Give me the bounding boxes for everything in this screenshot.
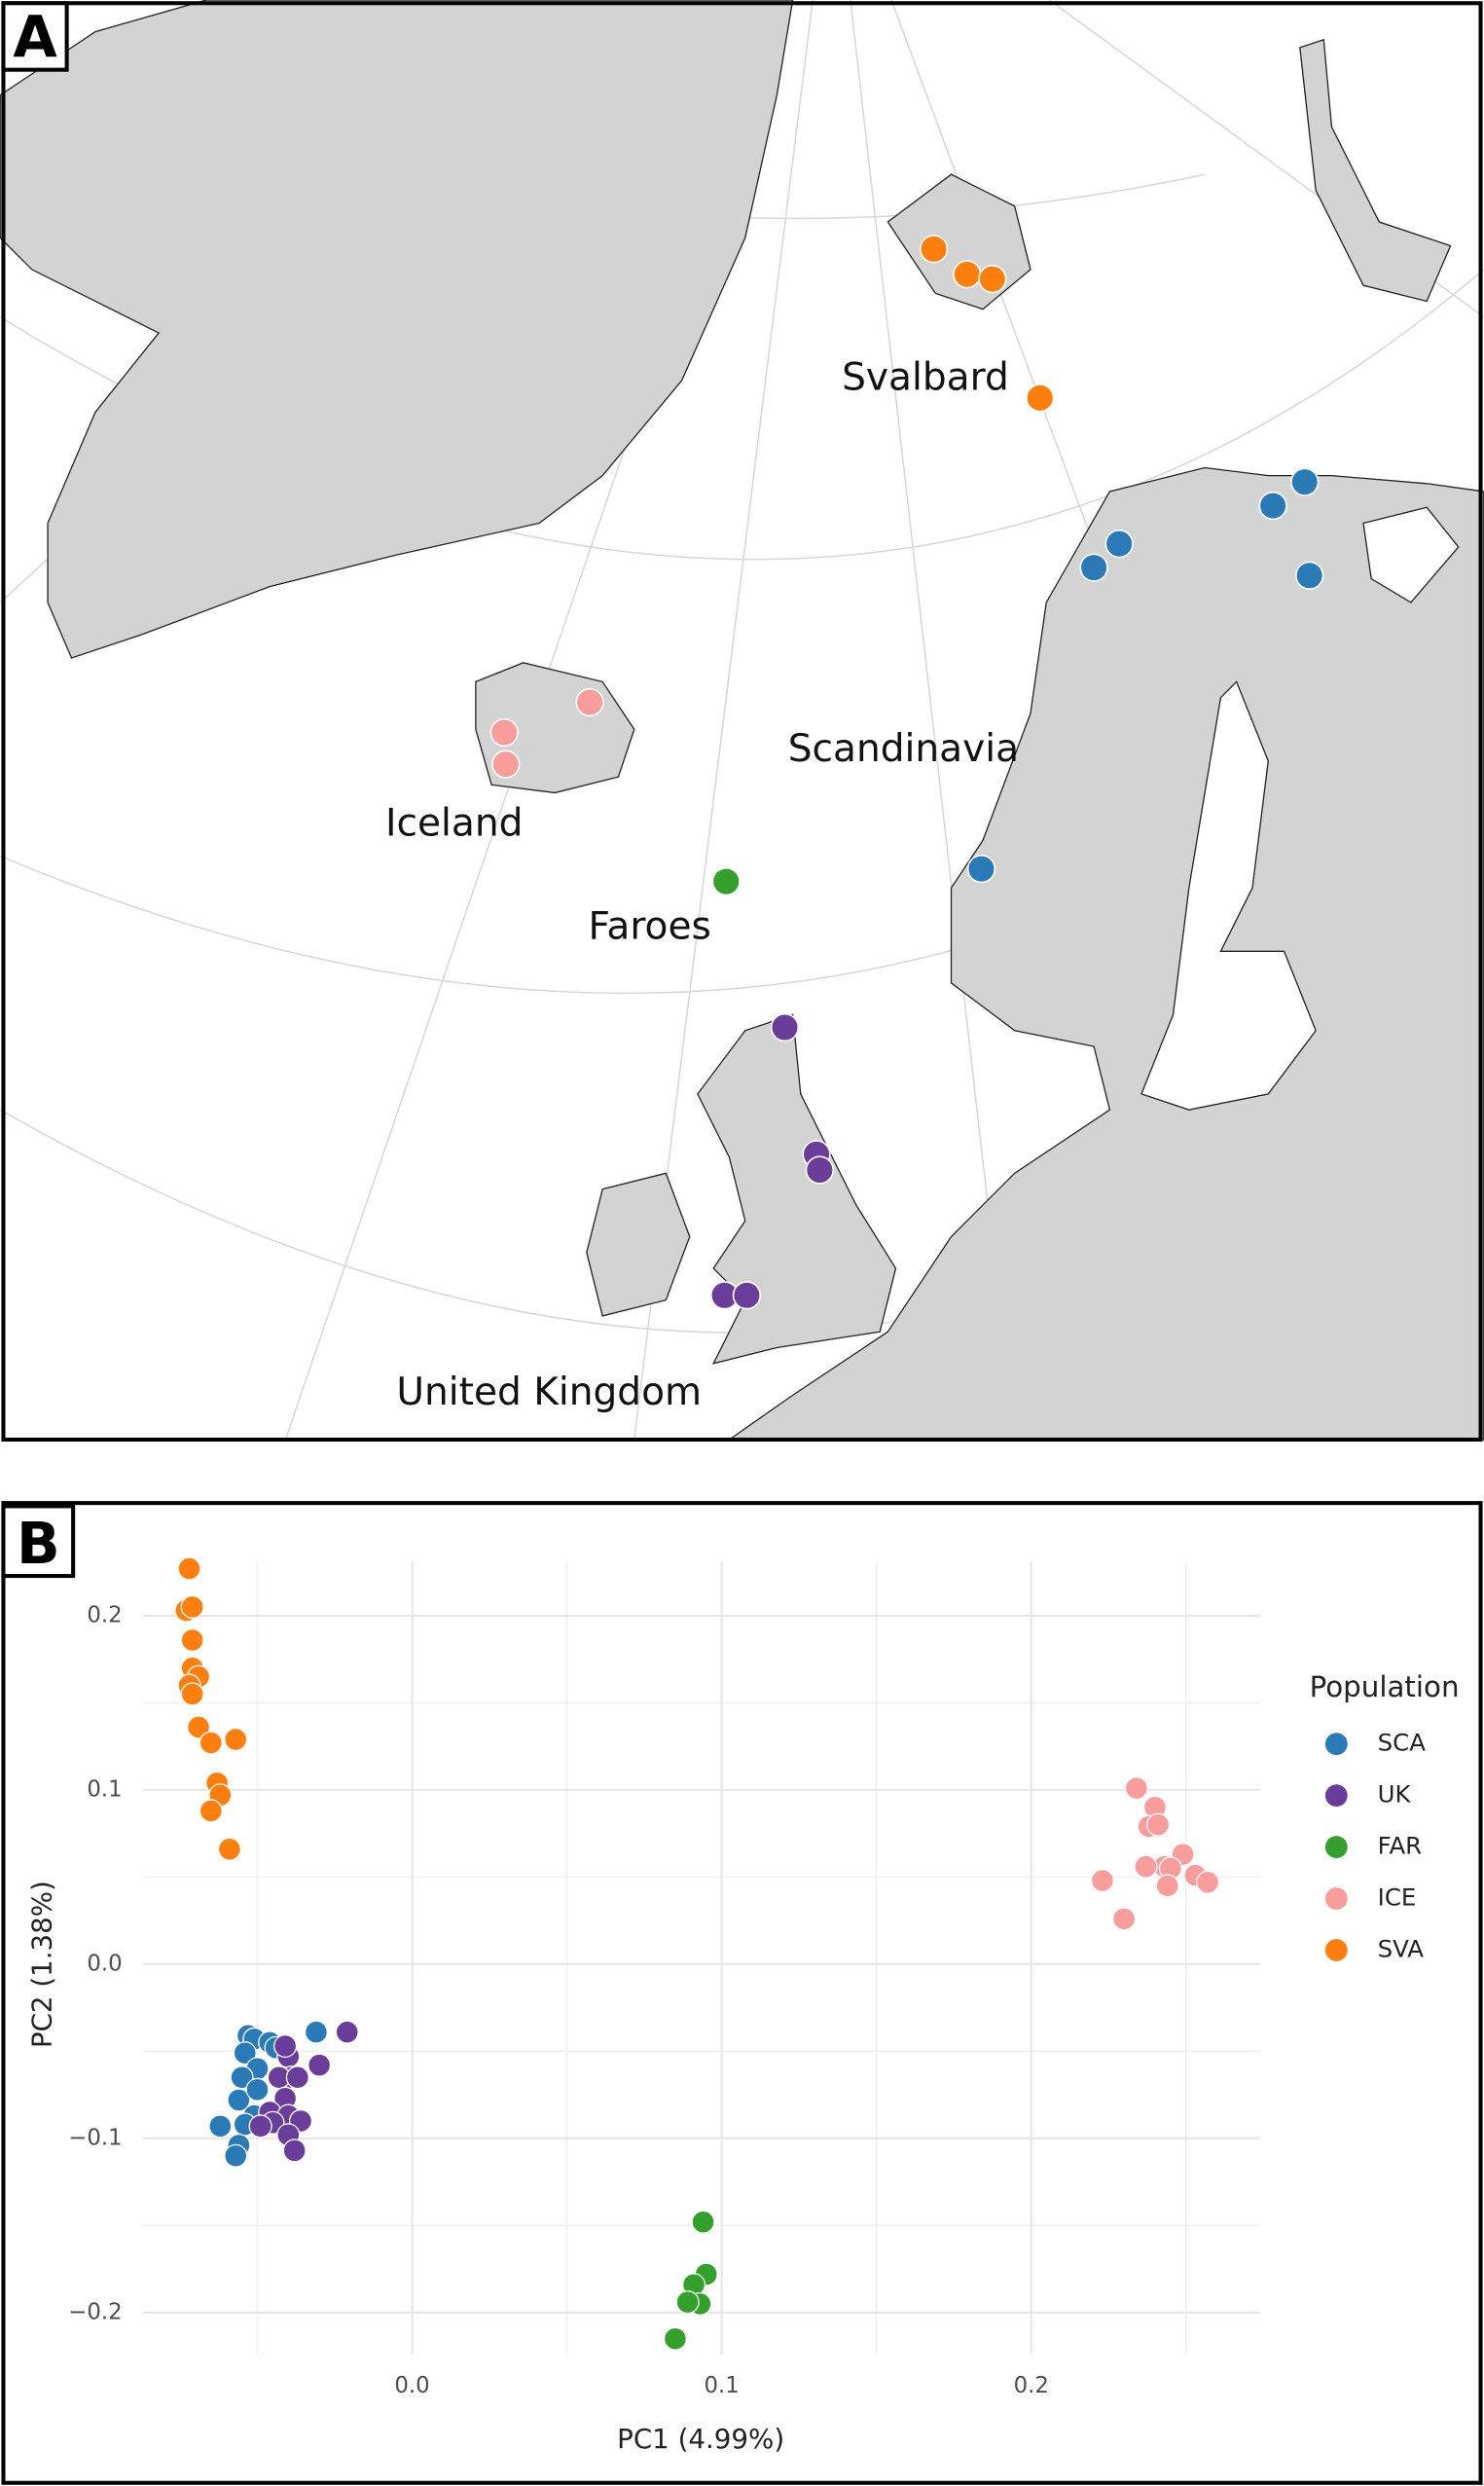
place-label: Iceland	[385, 801, 523, 845]
site-sva	[919, 235, 949, 264]
legend-swatch	[1324, 1887, 1348, 1910]
legend-swatch	[1324, 1784, 1348, 1808]
x-tick-label: 0.0	[394, 2373, 429, 2398]
y-tick-label: 0.0	[87, 1951, 122, 1976]
point	[217, 1837, 241, 1861]
site-uk	[770, 1012, 800, 1042]
place-label: Faroes	[589, 904, 711, 948]
point	[335, 2020, 359, 2044]
legend-label: SCA	[1378, 1729, 1427, 1757]
point	[691, 2210, 715, 2234]
point	[180, 1594, 204, 1619]
point	[245, 2077, 270, 2102]
point	[675, 2290, 700, 2315]
point	[180, 1627, 204, 1652]
baltic-sea	[1140, 680, 1317, 1111]
site-sca	[1079, 553, 1108, 582]
point	[177, 1556, 201, 1581]
point	[1124, 1776, 1148, 1801]
y-tick-label: 0.2	[87, 1602, 122, 1627]
x-tick-label: 0.1	[705, 2373, 740, 2398]
legend-title: Population	[1310, 1670, 1460, 1703]
point	[1112, 1907, 1137, 1931]
point	[1090, 1868, 1114, 1893]
point	[304, 2020, 328, 2044]
site-sca	[1294, 561, 1324, 590]
point	[1134, 1854, 1158, 1879]
greenland	[0, 0, 794, 659]
point	[208, 2114, 233, 2139]
site-ice	[489, 717, 519, 748]
novaya-zemlya	[1299, 38, 1452, 303]
point	[199, 1799, 223, 1823]
y-axis-title: PC2 (1.38%)	[25, 1881, 57, 2048]
site-sva	[978, 265, 1007, 294]
x-axis-title: PC1 (4.99%)	[617, 2423, 784, 2455]
place-label: United Kingdom	[396, 1371, 702, 1414]
y-tick-label: −0.1	[68, 2125, 122, 2150]
legend-swatch	[1324, 1733, 1348, 1756]
site-uk	[732, 1281, 762, 1310]
legend-label: ICE	[1378, 1883, 1417, 1912]
point	[224, 1727, 248, 1752]
site-uk	[805, 1155, 834, 1185]
site-far	[711, 866, 741, 896]
point	[248, 2114, 272, 2139]
y-tick-label: 0.1	[87, 1776, 122, 1802]
point	[282, 2139, 307, 2163]
great-britain	[697, 1013, 897, 1365]
place-label: Scandinavia	[788, 727, 1019, 771]
legend-swatch	[1324, 1836, 1348, 1858]
panel-label-box	[1, 1, 69, 72]
legend-label: FAR	[1378, 1832, 1423, 1860]
point	[1155, 1874, 1179, 1898]
europe	[727, 466, 1484, 1441]
site-ice	[575, 687, 604, 717]
legend-label: UK	[1378, 1780, 1412, 1809]
legend-label: SVA	[1378, 1934, 1425, 1962]
point	[663, 2326, 687, 2351]
site-sca	[966, 854, 996, 884]
panel-label: A	[13, 5, 57, 71]
panel-label: B	[17, 1511, 60, 1577]
point	[308, 2053, 332, 2077]
point	[230, 2066, 254, 2090]
pca-panel: B PC1 (4.99%) PC2 (1.38%) Population 0.0…	[1, 1501, 1483, 2485]
point	[285, 2066, 309, 2090]
x-tick-label: 0.2	[1014, 2373, 1049, 2398]
legend-swatch	[1324, 1939, 1348, 1961]
point	[199, 1731, 223, 1755]
place-label: Svalbard	[842, 356, 1009, 400]
point	[1146, 1812, 1171, 1837]
sample-sites	[489, 235, 1324, 1310]
point	[187, 1715, 211, 1739]
site-ice	[491, 749, 521, 779]
panel-label-box	[1, 1504, 76, 1579]
point	[224, 2143, 248, 2168]
map-frame	[1, 1, 1483, 1443]
point	[227, 2088, 251, 2112]
point	[233, 2041, 257, 2066]
point	[273, 2033, 298, 2059]
point	[1195, 1870, 1220, 1894]
site-sca	[1258, 491, 1287, 521]
site-sca	[1104, 530, 1134, 559]
pca-frame	[1, 1501, 1483, 2485]
point	[180, 1682, 204, 1706]
site-sva	[1026, 384, 1055, 413]
site-sca	[1290, 467, 1320, 496]
ireland	[586, 1172, 691, 1317]
site-sva	[953, 260, 982, 289]
y-tick-label: −0.2	[68, 2299, 122, 2324]
map-panel: Svalbard Scandinavia Iceland Faroes Unit…	[0, 0, 1484, 1443]
white-sea	[1362, 506, 1460, 603]
